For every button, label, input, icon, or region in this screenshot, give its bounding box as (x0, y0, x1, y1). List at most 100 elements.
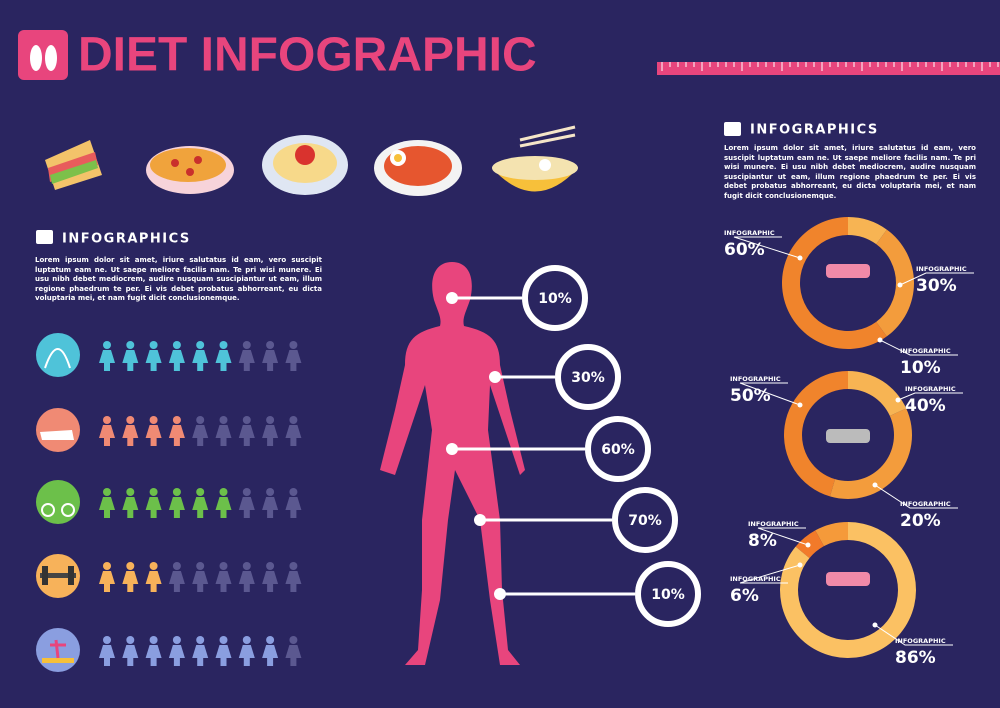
figure-body (238, 425, 255, 446)
donut-label: INFOGRAPHIC (905, 385, 956, 393)
callout-ring (555, 344, 621, 410)
donut-value-label: 40% (905, 396, 946, 416)
figure-body (168, 497, 185, 518)
figure-head (196, 416, 205, 424)
foot (45, 45, 57, 71)
person-figure (285, 488, 302, 518)
donut-segment (815, 522, 848, 547)
ruler-ticks (661, 62, 999, 71)
person-figure (168, 636, 185, 666)
donut-segment (848, 371, 907, 416)
figure-head (103, 636, 111, 644)
person-figure (168, 416, 185, 446)
figure-head (242, 562, 251, 570)
callout-ring (522, 265, 588, 331)
figure-body (238, 497, 255, 518)
person-figure (192, 488, 209, 518)
person-figure (99, 488, 115, 518)
donut-value-label: 86% (895, 648, 936, 668)
figure-body (285, 425, 302, 446)
right-heading: INFOGRAPHICS (750, 123, 879, 138)
callout-dot (494, 588, 506, 600)
person-figure (145, 341, 162, 371)
figure-body (285, 645, 302, 666)
figure-body (99, 350, 115, 371)
person-figure (285, 562, 302, 592)
figure-body (122, 571, 139, 592)
figure-head (103, 562, 111, 570)
person-figure (215, 488, 232, 518)
donut-value-label: 50% (730, 386, 771, 406)
person-figure (238, 562, 255, 592)
figure-body (168, 571, 185, 592)
figure-body (145, 425, 162, 446)
person-figure (215, 341, 232, 371)
donut-label: INFOGRAPHIC (900, 500, 951, 508)
donut-icon (826, 572, 870, 586)
person-figure (122, 341, 139, 371)
person-figure (215, 416, 232, 446)
person-figure (99, 341, 115, 371)
figure-head (266, 416, 275, 424)
leader-dot (797, 255, 803, 261)
person-figure (99, 562, 115, 592)
donut-icon (826, 429, 870, 443)
figure-body (262, 497, 279, 518)
leader-dot (797, 402, 803, 408)
person-figure (262, 636, 279, 666)
callout-dot (446, 443, 458, 455)
figure-head (242, 488, 251, 496)
figure-head (149, 562, 158, 570)
figure-body (215, 425, 232, 446)
figure-head (172, 341, 181, 349)
figure-body (192, 350, 209, 371)
donut-segment (876, 229, 914, 337)
figure-body (145, 497, 162, 518)
callout-dot (489, 371, 501, 383)
leader-dot (895, 397, 901, 403)
figure-head (126, 341, 135, 349)
figure-head (149, 341, 158, 349)
foot (30, 45, 42, 71)
person-figure (285, 416, 302, 446)
person-figure (192, 562, 209, 592)
figure-body (192, 571, 209, 592)
figure-head (126, 562, 135, 570)
figure-body (168, 425, 185, 446)
leader-line (874, 484, 958, 509)
leader-line (739, 564, 801, 584)
figure-head (242, 636, 251, 644)
person-figure (238, 636, 255, 666)
person-figure (285, 341, 302, 371)
figure-body (99, 645, 115, 666)
figure-body (99, 425, 115, 446)
donut-icon (826, 264, 870, 278)
right-text: Lorem ipsum dolor sit amet, iriure salut… (724, 144, 976, 200)
left-text: Lorem ipsum dolor sit amet, iriure salut… (35, 256, 322, 302)
callout-value: 70% (628, 513, 662, 529)
figure-head (266, 636, 275, 644)
figure-head (242, 416, 251, 424)
figure-body (192, 497, 209, 518)
leader-line (879, 339, 958, 356)
donut-value-label: 6% (730, 586, 759, 606)
person-figure (238, 416, 255, 446)
callout-ring (585, 416, 651, 482)
figure-head (196, 341, 205, 349)
person-figure (192, 636, 209, 666)
donut-label: INFOGRAPHIC (724, 229, 775, 237)
ruler (657, 62, 1000, 75)
figure-head (196, 488, 205, 496)
leader-dot (872, 622, 878, 628)
figure-body (122, 645, 139, 666)
figure-head (149, 416, 158, 424)
figure-head (149, 636, 158, 644)
leader-dot (797, 562, 803, 568)
donut-segment (784, 371, 848, 497)
figure-body (238, 645, 255, 666)
donut-label: INFOGRAPHIC (730, 375, 781, 383)
figure-body (99, 497, 115, 518)
figure-head (103, 488, 111, 496)
